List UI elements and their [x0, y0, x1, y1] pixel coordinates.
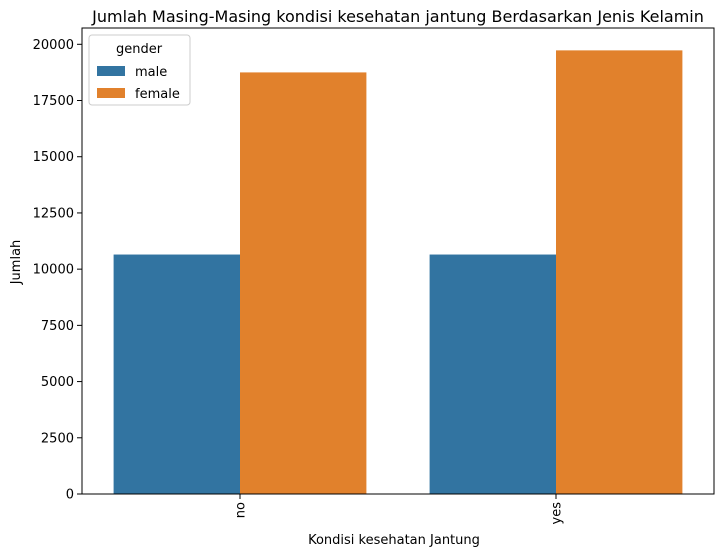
y-tick-label: 0 — [66, 488, 74, 503]
plot-frame — [81, 27, 715, 495]
y-tick-label: 10000 — [33, 263, 74, 278]
y-axis-label: Jumlah — [9, 240, 24, 286]
y-tick-label: 15000 — [33, 150, 74, 165]
bar-male-no — [113, 254, 240, 494]
legend: gender male female — [88, 34, 191, 106]
x-axis-label: Kondisi kesehatan Jantung — [308, 533, 480, 548]
bar-female-yes — [556, 50, 683, 494]
bars-group — [113, 50, 683, 495]
bar-female-no — [240, 72, 367, 495]
y-axis-ticks: 0 2500 5000 7500 10000 12500 15000 17500 20000 — [33, 38, 82, 503]
chart-title: Jumlah Masing-Masing kondisi kesehatan j… — [91, 7, 704, 26]
x-tick-label-no: no — [234, 502, 249, 518]
legend-swatch-male — [97, 66, 125, 76]
y-tick-label: 20000 — [33, 38, 74, 53]
bar-male-yes — [429, 254, 556, 494]
y-tick-label: 17500 — [33, 94, 74, 109]
legend-swatch-female — [97, 88, 125, 98]
legend-label-male: male — [135, 65, 167, 80]
y-tick-label: 5000 — [41, 375, 74, 390]
x-axis-ticks: no yes — [234, 494, 565, 524]
y-tick-label: 2500 — [41, 431, 74, 446]
legend-label-female: female — [135, 87, 180, 102]
y-tick-label: 12500 — [33, 206, 74, 221]
legend-title: gender — [116, 42, 163, 57]
x-tick-label-yes: yes — [550, 502, 565, 525]
legend-box — [88, 34, 191, 106]
y-tick-label: 7500 — [41, 319, 74, 334]
